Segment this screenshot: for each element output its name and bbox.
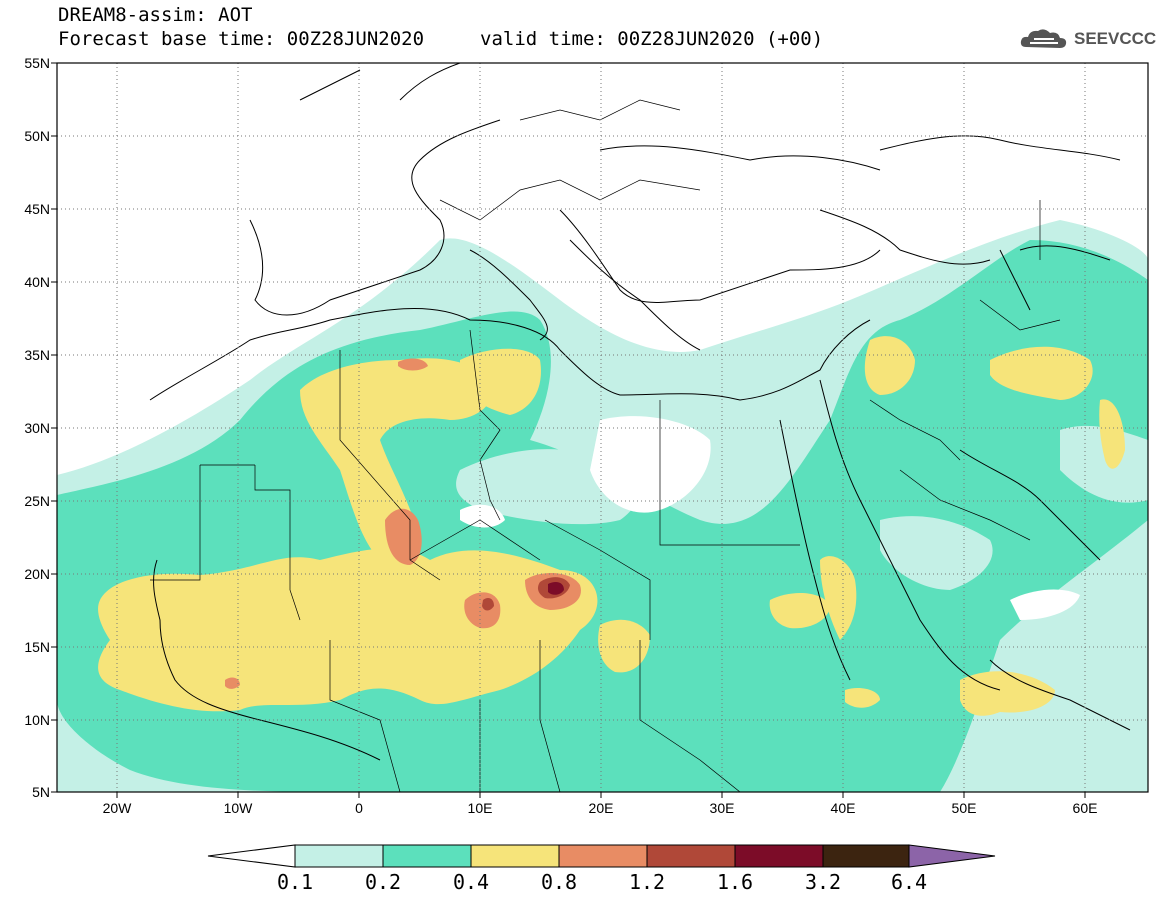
lon-tick-label: 0 [355, 800, 363, 816]
lat-tick-label: 30N [24, 420, 50, 436]
seevccc-logo: SEEVCCC [1018, 26, 1158, 52]
coastlines [149, 63, 1131, 761]
colorbar-under-arrow [207, 844, 296, 868]
lon-tick-label: 20W [102, 800, 132, 816]
forecast-base-time: Forecast base time: 00Z28JUN2020 [58, 28, 425, 50]
colorbar-segment-6 [734, 844, 824, 868]
lat-tick-label: 5N [32, 784, 50, 800]
colorbar-label: 1.6 [716, 870, 754, 894]
aot-level-0-4 [98, 336, 1125, 716]
colorbar-segment-4 [558, 844, 648, 868]
aot-level-below-0-1 [460, 416, 1080, 620]
colorbar-over-arrow [908, 844, 996, 868]
colorbar-label: 6.4 [890, 870, 928, 894]
colorbar-label: 1.2 [628, 870, 666, 894]
colorbar-segment-3 [470, 844, 560, 868]
colorbar-segment-7 [822, 844, 910, 868]
lat-tick-label: 15N [24, 639, 50, 655]
lon-tick-label: 10E [467, 800, 493, 816]
map-frame [56, 62, 1149, 793]
colorbar-label: 0.2 [364, 870, 402, 894]
aot-level-1-6 [548, 582, 564, 595]
lon-tick-label: 10W [223, 800, 253, 816]
cloud-icon [1020, 29, 1067, 48]
colorbar-label: 3.2 [804, 870, 842, 894]
lat-tick-label: 50N [24, 128, 50, 144]
grid-lines [57, 63, 1148, 792]
lat-tick-label: 35N [24, 347, 50, 363]
colorbar-label: 0.4 [452, 870, 490, 894]
lat-tick-label: 45N [24, 201, 50, 217]
lon-tick-label: 60E [1072, 800, 1098, 816]
aot-field [57, 220, 1148, 792]
lon-tick-label: 20E [588, 800, 614, 816]
lat-tick-label: 25N [24, 493, 50, 509]
tick-marks [51, 62, 1086, 798]
colorbar-segment-1 [294, 844, 384, 868]
chart-title: DREAM8-assim: AOT [58, 4, 253, 26]
lat-tick-label: 20N [24, 566, 50, 582]
lon-tick-label: 50E [951, 800, 977, 816]
lat-tick-label: 55N [24, 55, 50, 71]
lon-tick-label: 30E [709, 800, 735, 816]
lon-tick-label: 40E [830, 800, 856, 816]
colorbar [207, 844, 996, 868]
colorbar-label: 0.8 [540, 870, 578, 894]
country-borders [150, 99, 1061, 792]
lat-tick-label: 10N [24, 712, 50, 728]
logo-text: SEEVCCC [1074, 29, 1157, 48]
colorbar-segment-5 [646, 844, 736, 868]
colorbar-label: 0.1 [276, 870, 314, 894]
colorbar-segment-2 [382, 844, 472, 868]
valid-time: valid time: 00Z28JUN2020 (+00) [480, 28, 824, 50]
lat-tick-label: 40N [24, 274, 50, 290]
